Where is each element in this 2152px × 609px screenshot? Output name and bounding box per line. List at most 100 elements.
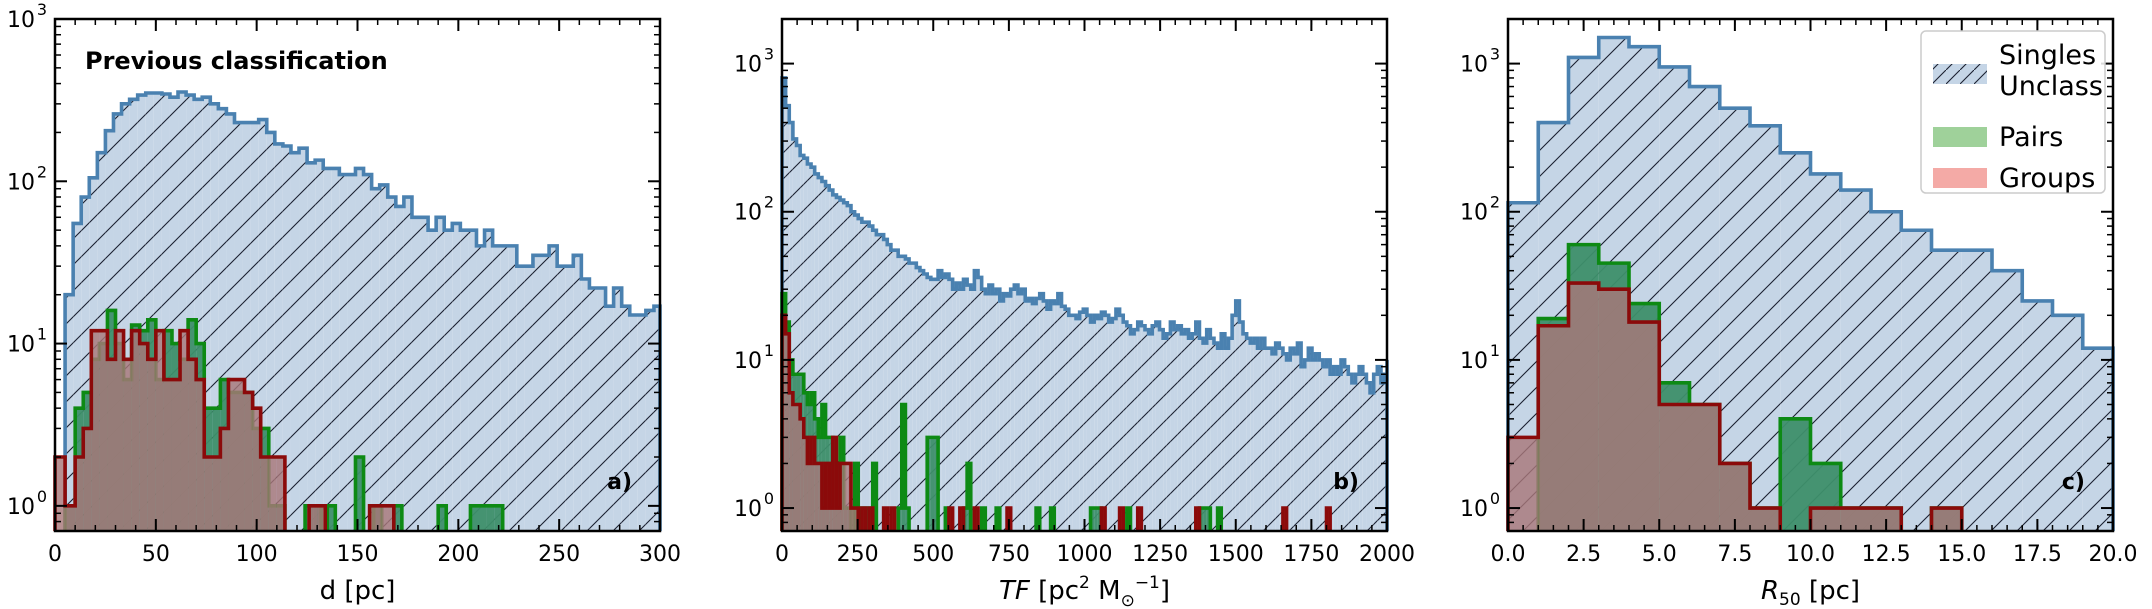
histogram-bar-hatch	[65, 294, 74, 531]
histogram-bar	[1137, 508, 1142, 531]
x-tick-label: 200	[437, 542, 479, 567]
histogram-bar	[818, 463, 822, 531]
histogram-step-outline	[1125, 506, 1133, 531]
histogram-step-outline	[1099, 506, 1107, 531]
histogram-bar-hatch	[1076, 318, 1080, 531]
x-label-part-sub50: 50	[1779, 590, 1801, 609]
histogram-bar-hatch	[1195, 322, 1200, 531]
histogram-bar	[865, 508, 870, 531]
series-singles-unclass	[780, 76, 1389, 532]
histogram-bar-hatch	[484, 230, 493, 531]
histogram-step-outline	[1506, 35, 2115, 531]
histogram-bar-hatch	[258, 119, 267, 531]
y-tick-exponent: 3	[1490, 45, 1500, 64]
histogram-bar	[1780, 418, 1811, 531]
histogram-bar	[967, 463, 971, 531]
histogram-bar-hatch	[785, 105, 790, 531]
histogram-bar-hatch	[999, 300, 1004, 531]
histogram-bar-hatch	[869, 226, 873, 531]
histogram-bar	[260, 457, 269, 531]
x-tick-label: 1500	[1208, 542, 1264, 567]
histogram-bar-hatch	[1961, 250, 1992, 531]
y-tick-label: 10	[1460, 497, 1488, 522]
histogram-bar-hatch	[226, 113, 235, 532]
histogram-bar-hatch	[1373, 374, 1378, 531]
histogram-step-outline	[979, 506, 988, 531]
x-axis-label: R50 [pc]	[1761, 576, 1860, 609]
histogram-bar	[789, 392, 793, 531]
histogram-bar-hatch	[1025, 300, 1029, 531]
histogram-bar	[948, 508, 953, 531]
histogram-bar-hatch	[145, 92, 154, 532]
histogram-bar	[276, 457, 285, 531]
histogram-bar	[83, 428, 92, 531]
histogram-bar	[155, 330, 164, 531]
y-tick-label: 10	[7, 333, 35, 358]
histogram-bar	[1689, 404, 1720, 531]
histogram-bar-hatch	[1290, 348, 1294, 531]
y-tick-label: 10	[734, 349, 762, 374]
histogram-bar	[1119, 508, 1124, 531]
histogram-bar	[1050, 508, 1055, 531]
histogram-bar-hatch	[1210, 338, 1214, 531]
y-tick-exponent: 2	[37, 162, 47, 181]
histogram-bar-hatch	[1155, 322, 1160, 531]
y-tick-exponent: 1	[764, 341, 774, 360]
histogram-bar-hatch	[1333, 366, 1338, 531]
histogram-bar-hatch	[186, 95, 195, 531]
histogram-bar-hatch	[1221, 333, 1225, 531]
histogram-bar	[309, 505, 318, 531]
histogram-bar	[1126, 508, 1131, 531]
x-tick-label: 10.0	[1786, 542, 1835, 567]
histogram-bar	[268, 457, 277, 531]
x-label-part-minus1: −1	[1135, 573, 1160, 593]
histogram-bar	[996, 508, 1000, 531]
histogram-bar	[843, 463, 848, 531]
histogram-bar-hatch	[1145, 329, 1149, 531]
histogram-bar	[854, 508, 859, 531]
histogram-bar-hatch	[941, 277, 946, 531]
histogram-bar-hatch	[73, 223, 82, 532]
histogram-bar	[204, 457, 213, 531]
histogram-step-outline	[889, 506, 897, 531]
x-label-part-pc: [pc	[1030, 576, 1079, 606]
histogram-bar-hatch	[1126, 325, 1131, 531]
histogram-bar-hatch	[814, 173, 819, 531]
histogram-bar-hatch	[460, 230, 469, 531]
histogram-bar-hatch	[985, 293, 989, 531]
histogram-bar	[1931, 508, 1962, 531]
histogram-bar	[814, 463, 819, 531]
histogram-bar	[123, 359, 132, 531]
histogram-bar-hatch	[371, 188, 380, 531]
histogram-bar-hatch	[266, 132, 275, 531]
histogram-bar	[1036, 508, 1040, 531]
series-groups	[1506, 281, 1964, 531]
histogram-bar-hatch	[541, 255, 550, 531]
histogram-bar-hatch	[1021, 289, 1026, 531]
histogram-bar-hatch	[1217, 348, 1222, 531]
histogram-step-outline	[1281, 506, 1289, 531]
histogram-bar-hatch	[1108, 322, 1113, 531]
x-tick-label: 2000	[1359, 542, 1415, 567]
histogram-bar	[1090, 508, 1095, 531]
histogram-bar-hatch	[2022, 300, 2053, 531]
histogram-bar-hatch	[500, 245, 509, 531]
histogram-bar-hatch	[858, 218, 862, 531]
histogram-bar-hatch	[299, 148, 308, 532]
histogram-bar	[829, 437, 833, 531]
x-tick-label: 12.5	[1862, 542, 1911, 567]
histogram-bar-hatch	[436, 217, 445, 531]
histogram-bar-hatch	[1901, 230, 1932, 531]
histogram-bar-hatch	[901, 256, 906, 531]
histogram-bar-hatch	[818, 177, 822, 531]
histogram-bar	[796, 404, 801, 531]
histogram-bar-hatch	[861, 222, 866, 532]
histogram-bar	[847, 463, 851, 531]
histogram-bar-hatch	[959, 289, 964, 531]
histogram-bar-hatch	[1097, 318, 1102, 531]
histogram-step-outline	[1117, 506, 1126, 531]
x-tick-label: 17.5	[2013, 542, 2062, 567]
